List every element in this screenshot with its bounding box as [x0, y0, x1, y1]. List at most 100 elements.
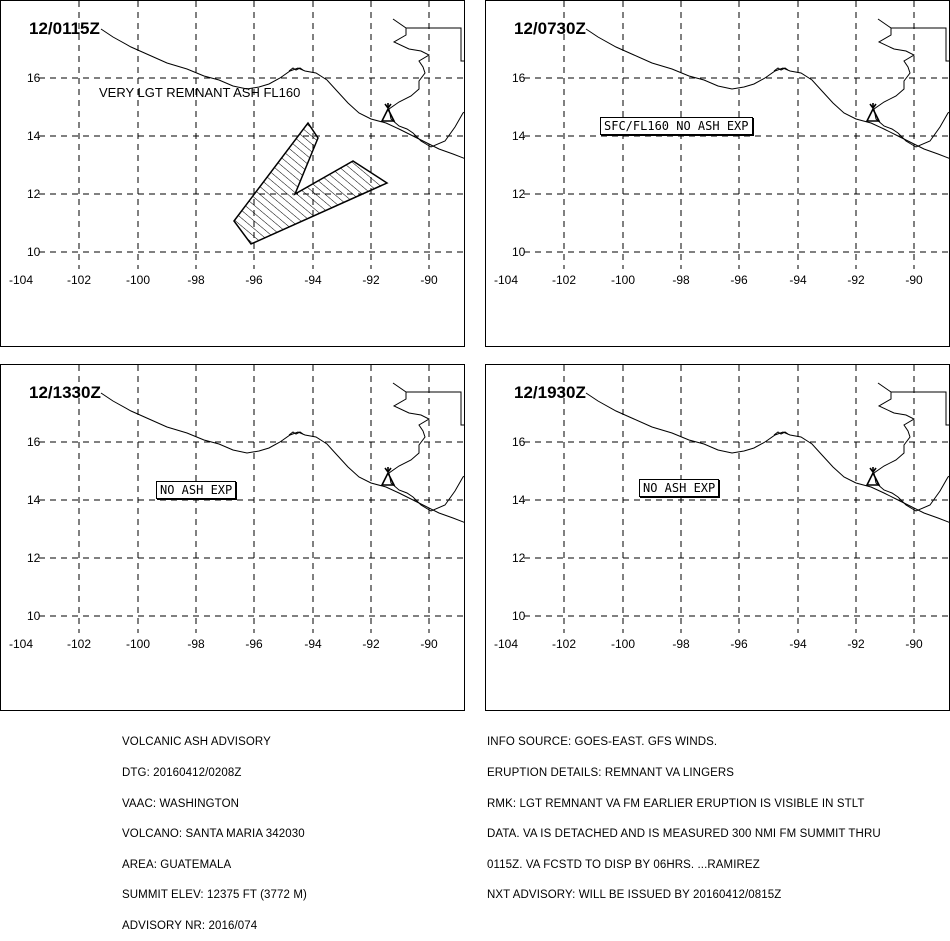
ash-label-box: NO ASH EXP: [156, 481, 237, 499]
x-tick-label: -90: [905, 273, 923, 287]
y-tick-label: 10: [512, 609, 526, 623]
coast-detail: [773, 67, 789, 72]
y-tick-label: 10: [512, 245, 526, 259]
panel-time: 12/1330Z: [29, 383, 101, 402]
x-tick-label: -94: [304, 273, 322, 287]
map-svg: [524, 365, 949, 633]
map-panel-3: 12/1330Z NO ASH EXP 16 14 12 10 -104 -10…: [0, 364, 465, 711]
x-tick-label: -104: [493, 273, 519, 287]
x-tick-label: -90: [420, 637, 438, 651]
advisory-line: VOLCANO: SANTA MARIA 342030: [122, 828, 305, 841]
x-tick-label: -98: [187, 273, 205, 287]
y-tick-label: 14: [512, 129, 526, 143]
volcano-icon: [380, 103, 396, 122]
advisory-line: ERUPTION DETAILS: REMNANT VA LINGERS: [487, 767, 735, 780]
x-tick-label: -96: [245, 637, 263, 651]
advisory-line: ADVISORY NR: 2016/074: [122, 920, 258, 933]
y-tick-label: 14: [512, 493, 526, 507]
map-svg: [39, 1, 464, 269]
x-tick-label: -94: [789, 273, 807, 287]
x-tick-label: -104: [8, 273, 34, 287]
map-svg: [524, 1, 949, 269]
country-border: [873, 18, 949, 148]
x-tick-label: -102: [66, 637, 92, 651]
coastline: [100, 28, 464, 159]
ash-cloud-polygon: [233, 121, 389, 245]
x-tick-label: -90: [420, 273, 438, 287]
x-tick-label: -100: [610, 273, 636, 287]
x-tick-label: -98: [672, 273, 690, 287]
x-tick-label: -92: [362, 637, 380, 651]
x-tick-label: -94: [304, 637, 322, 651]
advisory-line: 0115Z. VA FCSTD TO DISP BY 06HRS. ...RAM…: [487, 858, 760, 871]
y-tick-label: 14: [27, 129, 41, 143]
y-tick-label: 10: [27, 245, 41, 259]
x-tick-label: -90: [905, 637, 923, 651]
advisory-line: DATA. VA IS DETACHED AND IS MEASURED 300…: [487, 828, 881, 841]
x-tick-label: -98: [187, 637, 205, 651]
coast-detail: [773, 431, 789, 436]
x-tick-label: -96: [730, 637, 748, 651]
ash-label-box: SFC/FL160 NO ASH EXP: [600, 117, 753, 135]
map-panel-2: 12/0730Z SFC/FL160 NO ASH EXP 16 14 12 1…: [485, 0, 950, 347]
advisory-line: VAAC: WASHINGTON: [122, 797, 240, 810]
coast-detail: [288, 431, 304, 436]
y-tick-label: 14: [27, 493, 41, 507]
x-tick-label: -104: [493, 637, 519, 651]
x-tick-label: -102: [66, 273, 92, 287]
x-tick-label: -102: [551, 273, 577, 287]
country-border: [388, 382, 464, 512]
ash-label: VERY LGT REMNANT ASH FL160: [99, 85, 301, 100]
advisory-line: RMK: LGT REMNANT VA FM EARLIER ERUPTION …: [487, 797, 865, 810]
y-tick-label: 16: [27, 71, 41, 85]
y-tick-label: 16: [512, 71, 526, 85]
advisory-line: SUMMIT ELEV: 12375 FT (3772 M): [122, 889, 307, 902]
y-tick-label: 16: [512, 435, 526, 449]
country-border: [891, 27, 949, 62]
coastline: [585, 392, 949, 523]
advisory-info-left: VOLCANIC ASH ADVISORY DTG: 20160412/0208…: [122, 717, 307, 941]
y-tick-label: 12: [512, 187, 526, 201]
advisory-line: DTG: 20160412/0208Z: [122, 767, 242, 780]
volcano-icon: [865, 467, 881, 486]
country-border: [873, 382, 949, 512]
map-panel-1: 12/0115Z VERY LGT REMNANT ASH FL160 16 1…: [0, 0, 465, 347]
advisory-line: INFO SOURCE: GOES-EAST. GFS WINDS.: [487, 736, 718, 749]
panel-time: 12/0115Z: [29, 19, 100, 38]
x-tick-label: -98: [672, 637, 690, 651]
y-tick-label: 12: [27, 551, 41, 565]
x-tick-label: -92: [362, 273, 380, 287]
y-tick-label: 12: [512, 551, 526, 565]
map-panel-4: 12/1930Z NO ASH EXP 16 14 12 10 -104 -10…: [485, 364, 950, 711]
country-border: [406, 391, 464, 426]
advisory-line: VOLCANIC ASH ADVISORY: [122, 736, 271, 749]
x-tick-label: -92: [847, 637, 865, 651]
x-tick-label: -96: [730, 273, 748, 287]
ash-label-box: NO ASH EXP: [639, 479, 720, 497]
coastline: [100, 392, 464, 523]
x-tick-label: -102: [551, 637, 577, 651]
advisory-line: AREA: GUATEMALA: [122, 858, 232, 871]
x-tick-label: -100: [125, 273, 151, 287]
volcano-icon: [865, 103, 881, 122]
x-tick-label: -92: [847, 273, 865, 287]
coast-detail: [288, 67, 304, 72]
advisory-line: NXT ADVISORY: WILL BE ISSUED BY 20160412…: [487, 889, 782, 902]
map-svg: [39, 365, 464, 633]
x-tick-label: -94: [789, 637, 807, 651]
country-border: [891, 391, 949, 426]
y-tick-label: 12: [27, 187, 41, 201]
panel-time: 12/1930Z: [514, 383, 586, 402]
volcano-icon: [380, 467, 396, 486]
coastline: [585, 28, 949, 159]
country-border: [406, 27, 464, 62]
x-tick-label: -104: [8, 637, 34, 651]
x-tick-label: -100: [125, 637, 151, 651]
advisory-info-right: INFO SOURCE: GOES-EAST. GFS WINDS. ERUPT…: [487, 717, 881, 911]
y-tick-label: 16: [27, 435, 41, 449]
x-tick-label: -96: [245, 273, 263, 287]
country-border: [388, 18, 464, 148]
panel-time: 12/0730Z: [514, 19, 586, 38]
y-tick-label: 10: [27, 609, 41, 623]
x-tick-label: -100: [610, 637, 636, 651]
